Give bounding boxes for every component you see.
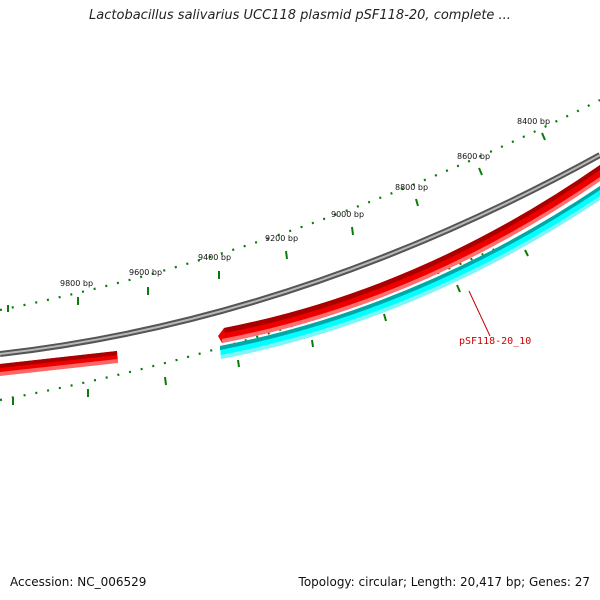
- scale-label-8800: 8800 bp: [395, 183, 428, 192]
- scale-label-8600: 8600 bp: [457, 152, 490, 161]
- scale-label-9000: 9000 bp: [331, 210, 364, 219]
- inner-major-ticks: [12, 249, 529, 405]
- scale-label-9600: 9600 bp: [129, 268, 162, 277]
- outer-major-ticks: [7, 132, 546, 312]
- scale-label-8400: 8400 bp: [517, 117, 550, 126]
- plasmid-backbone-highlight: [0, 154, 600, 355]
- forward-gene-left[interactable]: [0, 351, 118, 376]
- map-title: Lactobacillus salivarius UCC118 plasmid …: [89, 8, 511, 23]
- feature-label-pSF118-20-10[interactable]: pSF118-20_10: [459, 336, 531, 347]
- feature-callout-line: [468, 290, 491, 337]
- forward-gene-right[interactable]: [218, 165, 600, 343]
- scale-label-9200: 9200 bp: [265, 234, 298, 243]
- reverse-gene-pSF118-20-10[interactable]: [220, 186, 600, 359]
- scale-label-9400: 9400 bp: [198, 253, 231, 262]
- topology-summary: Topology: circular; Length: 20,417 bp; G…: [298, 575, 590, 589]
- scale-label-9800: 9800 bp: [60, 279, 93, 288]
- accession-text: Accession: NC_006529: [10, 575, 147, 589]
